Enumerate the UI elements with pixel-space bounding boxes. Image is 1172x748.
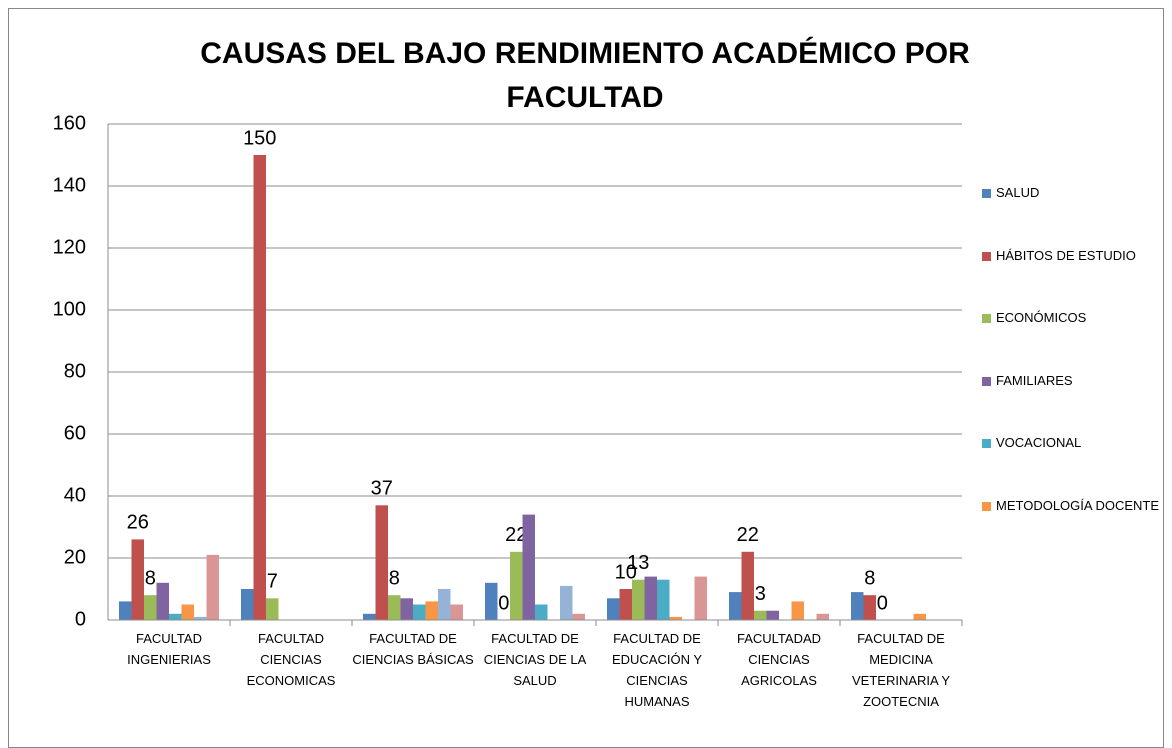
- y-tick-label: 40: [64, 484, 86, 506]
- y-tick-label: 140: [53, 174, 86, 196]
- bar: [438, 589, 451, 620]
- bar: [694, 576, 707, 620]
- data-label: 0: [877, 592, 888, 614]
- x-tick-label: FACULTAD CIENCIAS ECONOMICAS: [246, 631, 336, 688]
- data-label: 13: [627, 552, 649, 574]
- bar: [913, 613, 926, 620]
- bar: [194, 616, 207, 620]
- bar: [400, 598, 413, 620]
- bar: [669, 616, 682, 620]
- bar: [754, 610, 767, 620]
- legend-swatch: [982, 439, 991, 448]
- bar: [766, 610, 779, 620]
- x-tick-label: FACULTAD DE EDUCACIÓN Y CIENCIAS HUMANAS: [611, 631, 703, 709]
- y-tick-label: 0: [75, 608, 86, 630]
- bar: [425, 601, 438, 620]
- data-label: 7: [267, 571, 278, 593]
- legend-label: ECONÓMICOS: [996, 310, 1087, 325]
- bar: [522, 514, 535, 620]
- chart: CAUSAS DEL BAJO RENDIMIENTO ACADÉMICO PO…: [8, 8, 1164, 748]
- legend-swatch: [982, 501, 991, 511]
- bar: [560, 585, 573, 620]
- legend-swatch: [982, 376, 991, 386]
- data-label: 8: [864, 567, 875, 589]
- bar: [241, 589, 254, 620]
- bar: [572, 613, 585, 620]
- legend-label: VOCACIONAL: [996, 435, 1082, 450]
- y-tick-label: 60: [64, 422, 86, 444]
- data-label: 0: [498, 592, 509, 614]
- x-tick-label: FACULTADAD CIENCIAS AGRICOLAS: [736, 631, 822, 688]
- bar: [206, 554, 219, 620]
- x-tick-label: FACULTAD INGENIERIAS: [127, 631, 211, 667]
- data-label: 150: [243, 127, 276, 149]
- bar: [119, 601, 132, 620]
- bar: [253, 155, 266, 620]
- bar: [535, 604, 548, 620]
- bar: [657, 579, 670, 620]
- y-tick-label: 80: [64, 360, 86, 382]
- data-label: 22: [505, 524, 527, 546]
- y-tick-label: 120: [53, 236, 86, 258]
- bar: [851, 592, 864, 620]
- data-label: 37: [371, 478, 393, 500]
- bar: [632, 579, 645, 620]
- legend-label: FAMILIARES: [996, 372, 1073, 388]
- data-label: 8: [145, 567, 156, 589]
- x-tick-label: FACULTAD DE MEDICINA VETERINARIA Y ZOOTE…: [851, 631, 950, 709]
- x-tick-label: FACULTAD DE CIENCIAS DE LA SALUD: [483, 631, 587, 688]
- bar: [413, 604, 426, 620]
- bar: [375, 505, 388, 620]
- plot: 0204060801001201401602681507378022101322…: [53, 112, 963, 630]
- legend-label: SALUD: [996, 185, 1040, 200]
- bar: [156, 582, 169, 620]
- bar: [863, 595, 876, 620]
- bar: [791, 601, 804, 620]
- chart-title: CAUSAS DEL BAJO RENDIMIENTO ACADÉMICO PO…: [200, 37, 970, 114]
- bar: [510, 551, 523, 620]
- bar: [485, 582, 498, 620]
- y-tick-label: 100: [53, 298, 86, 320]
- bar: [144, 595, 157, 620]
- bar: [741, 551, 754, 620]
- data-label: 22: [737, 524, 759, 546]
- x-tick-label: FACULTAD DE CIENCIAS BÁSICAS: [352, 631, 474, 667]
- data-label: 10: [615, 561, 637, 583]
- legend-label: METODOLOGÍA DOCENTE: [996, 497, 1160, 513]
- bar: [363, 613, 376, 620]
- legend-label: HÁBITOS DE ESTUDIO: [996, 247, 1136, 263]
- bar: [388, 595, 401, 620]
- bar: [181, 604, 194, 620]
- bar: [607, 598, 620, 620]
- y-tick-label: 160: [53, 112, 86, 134]
- bar: [169, 613, 182, 620]
- y-tick-label: 20: [64, 546, 86, 568]
- bar: [729, 592, 742, 620]
- bar: [816, 613, 829, 620]
- legend-swatch: [982, 189, 991, 198]
- data-label: 26: [127, 512, 149, 534]
- bar: [131, 539, 144, 620]
- legend-swatch: [982, 314, 991, 323]
- bar: [644, 576, 657, 620]
- data-label: 8: [389, 567, 400, 589]
- legend-swatch: [982, 251, 991, 261]
- bar: [450, 604, 463, 620]
- data-label: 3: [755, 583, 766, 605]
- bar: [619, 589, 632, 620]
- bar: [266, 598, 279, 620]
